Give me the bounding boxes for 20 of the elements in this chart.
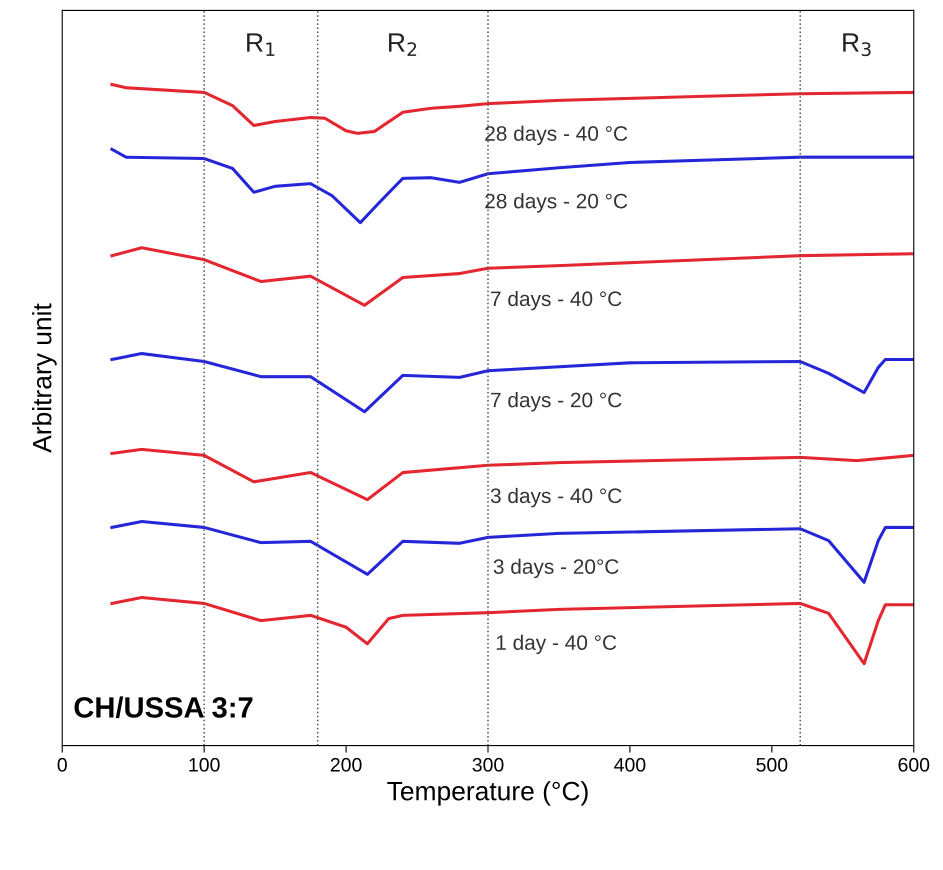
series-label: 28 days - 40 °C (485, 126, 628, 146)
text: R$_{2}$ (389, 33, 416, 56)
x-tick-label: 300 (472, 758, 504, 772)
series-label: 3 days - 20°C (494, 558, 619, 578)
x-tick-label: 500 (756, 758, 788, 772)
series-label: 7 days - 20 °C (491, 392, 622, 412)
x-tick-label: 600 (898, 758, 930, 772)
x-tick-label: 0 (58, 758, 67, 772)
x-axis-title: Temperature (°C) (387, 781, 588, 806)
y-axis-title: Arbitrary unit (32, 303, 57, 453)
x-tick-label: 200 (330, 758, 362, 772)
series-label: 1 day - 40 °C (496, 634, 616, 654)
x-tick-label: 400 (614, 758, 646, 772)
x-tick-label: 100 (189, 758, 220, 772)
series-label: 7 days - 40 °C (491, 290, 622, 310)
series-label: 28 days - 20 °C (485, 193, 628, 213)
text: R$_{3}$ (843, 33, 871, 56)
series-label: 3 days - 40 °C (490, 488, 622, 508)
annotation: CH/USSA 3:7 (74, 696, 252, 718)
text: R$_{1}$ (247, 33, 274, 56)
